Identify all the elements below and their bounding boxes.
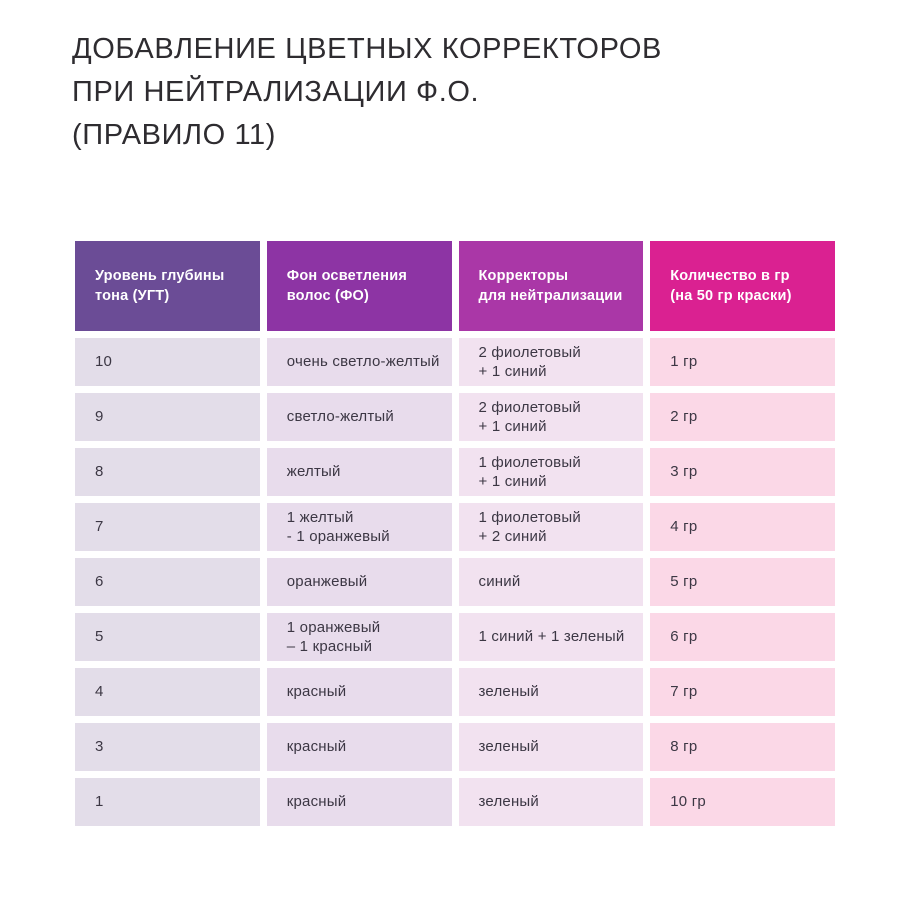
table-cell: 5 гр	[650, 558, 835, 606]
column-header-4: Количество в гр (на 50 гр краски)	[650, 241, 835, 331]
table-cell: 1 гр	[650, 338, 835, 386]
table-cell: 10 гр	[650, 778, 835, 826]
table-cell: желтый	[266, 448, 452, 496]
page-title-line-3: (ПРАВИЛО 11)	[72, 119, 277, 151]
page-title-line-1: ДОБАВЛЕНИЕ ЦВЕТНЫХ КОРРЕКТОРОВ	[72, 33, 662, 65]
table-cell: синий	[458, 558, 644, 606]
table-cell: 3 гр	[650, 448, 835, 496]
table-cell: красный	[266, 778, 452, 826]
table-cell: 7	[75, 503, 260, 551]
page-title-line-2: ПРИ НЕЙТРАЛИЗАЦИИ Ф.О.	[72, 76, 480, 108]
column-header-1: Уровень глубины тона (УГТ)	[75, 241, 260, 331]
table-cell: 3	[75, 723, 260, 771]
table-cell: 6	[75, 558, 260, 606]
table-cell: 7 гр	[650, 668, 835, 716]
table-cell: 9	[75, 393, 260, 441]
table-cell: 1 синий + 1 зеленый	[458, 613, 644, 661]
table-cell: 2 фиолетовый + 1 синий	[458, 393, 644, 441]
table-cell: зеленый	[458, 723, 644, 771]
table-cell: 2 фиолетовый + 1 синий	[458, 338, 644, 386]
table-cell: 8 гр	[650, 723, 835, 771]
table-cell: 5	[75, 613, 260, 661]
table-cell: 1	[75, 778, 260, 826]
correctors-table: Уровень глубины тона (УГТ) Фон осветления…	[75, 241, 835, 826]
table-cell: 10	[75, 338, 260, 386]
page-title: ДОБАВЛЕНИЕ ЦВЕТНЫХ КОРРЕКТОРОВ ПРИ НЕЙТР…	[72, 28, 662, 157]
column-header-2: Фон осветления волос (ФО)	[266, 241, 452, 331]
table-cell: 1 желтый - 1 оранжевый	[266, 503, 452, 551]
table-cell: красный	[266, 723, 452, 771]
table-cell: 6 гр	[650, 613, 835, 661]
table-cell: красный	[266, 668, 452, 716]
table-cell: 2 гр	[650, 393, 835, 441]
table-cell: 1 оранжевый – 1 красный	[266, 613, 452, 661]
table-cell: 4 гр	[650, 503, 835, 551]
table-cell: светло-желтый	[266, 393, 452, 441]
column-header-3: Корректоры для нейтрализации	[458, 241, 644, 331]
table-cell: 4	[75, 668, 260, 716]
table-cell: 1 фиолетовый + 2 синий	[458, 503, 644, 551]
table-cell: 8	[75, 448, 260, 496]
table-cell: зеленый	[458, 668, 644, 716]
table-cell: очень светло-желтый	[266, 338, 452, 386]
table-cell: 1 фиолетовый + 1 синий	[458, 448, 644, 496]
table-cell: оранжевый	[266, 558, 452, 606]
table-cell: зеленый	[458, 778, 644, 826]
